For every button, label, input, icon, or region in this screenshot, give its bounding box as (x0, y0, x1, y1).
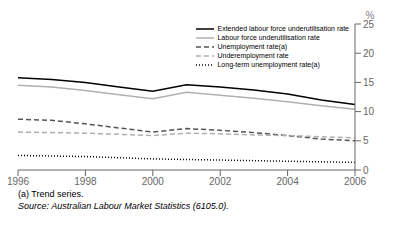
svg-text:2004: 2004 (276, 176, 299, 187)
svg-text:1998: 1998 (74, 176, 97, 187)
html-text:Source: Australian Labour Mark: Source: Australian Labour Market Statist… (18, 201, 229, 211)
html-text:Labour force underutilisation: Labour force underutilisation rate (217, 34, 320, 41)
html-text:(a) Trend series.: (a) Trend series. (18, 189, 84, 199)
svg-text:%: % (366, 10, 375, 21)
svg-text:2002: 2002 (209, 176, 232, 187)
html-text:Long-term unemployment rate(a): Long-term unemployment rate(a) (217, 61, 320, 68)
svg-text:1996: 1996 (8, 176, 30, 187)
svg-text:20: 20 (363, 48, 375, 59)
svg-text:15: 15 (363, 77, 375, 88)
svg-text:0: 0 (363, 165, 369, 176)
html-text:Underemployment rate: Underemployment rate (217, 52, 289, 59)
svg-text:5: 5 (363, 135, 369, 146)
svg-text:10: 10 (363, 106, 375, 117)
html-text:Extended labour force underuti: Extended labour force underutilisation r… (217, 25, 349, 32)
svg-text:2006: 2006 (344, 176, 367, 187)
svg-text:2000: 2000 (142, 176, 165, 187)
html-text:Unemployment rate(a): Unemployment rate(a) (217, 43, 288, 50)
svg-text:25: 25 (363, 18, 375, 30)
